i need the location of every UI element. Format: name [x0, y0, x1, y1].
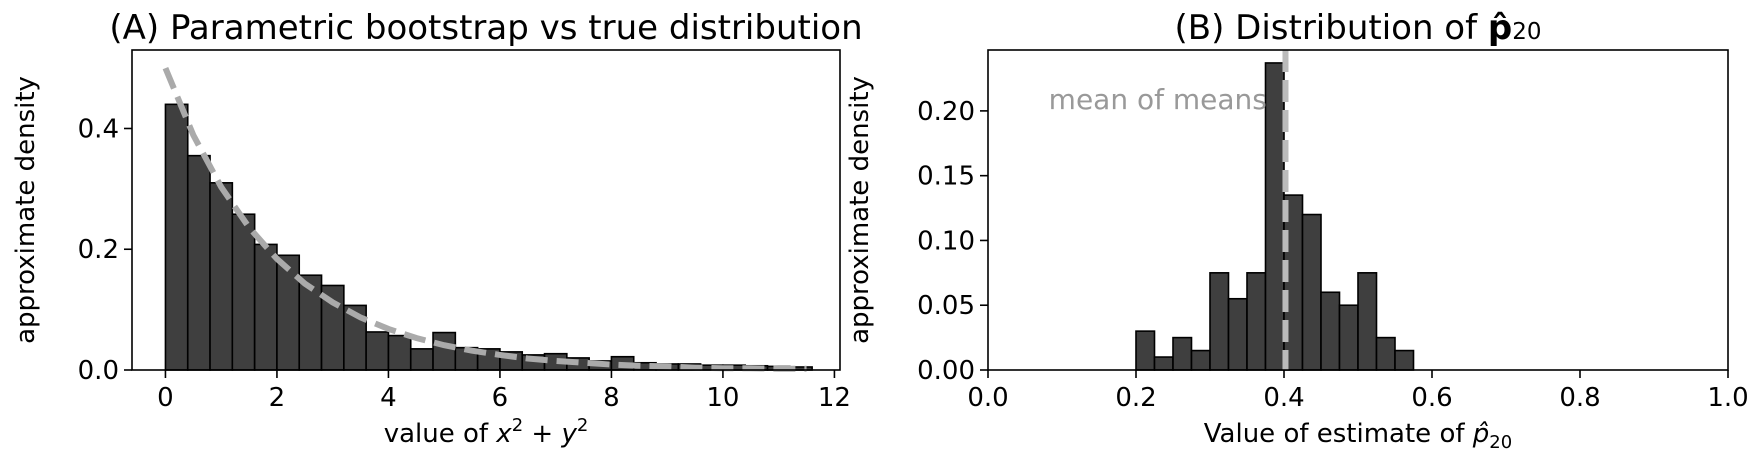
- y-axis-label: approximate density: [11, 76, 41, 344]
- histogram-bar: [1246, 272, 1267, 371]
- histogram-bars: [1135, 62, 1415, 371]
- axes-frame: [131, 49, 841, 371]
- x-tick-label: 0: [157, 383, 174, 413]
- x-tick-label: 10: [706, 383, 739, 413]
- histogram-bar: [432, 331, 457, 371]
- x-axis: 0 2 4 6 8 10 12: [157, 370, 851, 413]
- histogram-bar: [1190, 349, 1211, 371]
- title-text: (B) Distribution of: [1174, 8, 1487, 48]
- y-tick-label: 0.0: [78, 356, 119, 386]
- histogram-bar: [387, 334, 412, 371]
- histogram-bar: [1264, 62, 1285, 371]
- histogram-bar: [276, 254, 301, 371]
- mean-annotation: mean of means: [1049, 83, 1267, 116]
- xlabel-op: +: [523, 419, 561, 449]
- histogram-bar: [1153, 356, 1174, 371]
- x-tick-label: 2: [269, 383, 286, 413]
- xlabel-var: p̂: [1472, 419, 1490, 449]
- xlabel-sup: 2: [577, 415, 588, 436]
- xlabel-sup: 2: [512, 415, 523, 436]
- title-symbol: p̂: [1488, 8, 1512, 48]
- x-tick-label: 4: [380, 383, 397, 413]
- histogram-bar: [1209, 272, 1230, 371]
- title-subscript: 20: [1512, 19, 1541, 45]
- histogram-bar: [409, 348, 434, 371]
- histogram-bar: [1338, 304, 1359, 371]
- x-tick-label: 6: [492, 383, 509, 413]
- x-axis-label: value of x2 + y2: [384, 415, 589, 449]
- x-tick-label: 0.4: [1263, 383, 1304, 413]
- histogram-bar: [1375, 336, 1396, 371]
- xlabel-text: value of: [384, 419, 497, 449]
- histogram-bar: [365, 331, 390, 371]
- x-tick-label: 12: [818, 383, 851, 413]
- histogram-bar: [1301, 213, 1322, 371]
- y-tick-label: 0.20: [917, 97, 975, 127]
- xlabel-var: y: [560, 419, 577, 449]
- y-axis-label: approximate density: [845, 76, 875, 344]
- histogram-bar: [253, 243, 278, 371]
- y-tick-label: 0.10: [917, 226, 975, 256]
- histogram-bar: [209, 182, 234, 371]
- chart-a: 0 2 4 6 8 10 12 0.0 0.2 0.4 (A) Parametric bootstr…: [11, 8, 863, 449]
- true-density-curve: [162, 66, 807, 372]
- chart-title: (A) Parametric bootstrap vs true distrib…: [109, 8, 862, 48]
- histogram-bar: [1394, 349, 1415, 371]
- xlabel-sub: 20: [1489, 432, 1512, 453]
- x-tick-label: 0.0: [967, 383, 1008, 413]
- histogram-bar: [1227, 297, 1248, 371]
- x-tick-label: 0.8: [1559, 383, 1600, 413]
- x-axis: 0.0 0.2 0.4 0.6 0.8 1.0: [967, 370, 1749, 413]
- x-tick-label: 1.0: [1707, 383, 1748, 413]
- histogram-bar: [1357, 272, 1378, 371]
- y-tick-label: 0.00: [917, 356, 975, 386]
- x-tick-label: 0.6: [1411, 383, 1452, 413]
- y-tick-label: 0.4: [78, 114, 119, 144]
- histogram-bar: [231, 213, 256, 371]
- y-axis: 0.0 0.2 0.4: [78, 114, 132, 386]
- histogram-bar: [1320, 291, 1341, 371]
- y-tick-label: 0.15: [917, 162, 975, 192]
- y-tick-label: 0.2: [78, 235, 119, 265]
- histogram-bar: [164, 103, 189, 371]
- y-axis: 0.00 0.05 0.10 0.15 0.20: [917, 97, 988, 386]
- chart-title: (B) Distribution of p̂20: [1174, 8, 1541, 48]
- x-axis-label: Value of estimate of p̂20: [1204, 419, 1512, 453]
- histogram-bar: [186, 154, 211, 371]
- xlabel-text: Value of estimate of: [1204, 419, 1473, 449]
- histogram-bars: [164, 103, 813, 371]
- histogram-bar: [1135, 330, 1156, 371]
- y-tick-label: 0.05: [917, 291, 975, 321]
- x-tick-label: 8: [603, 383, 620, 413]
- histogram-bar: [1172, 336, 1193, 371]
- x-tick-label: 0.2: [1115, 383, 1156, 413]
- axes-frame: [987, 49, 1729, 371]
- xlabel-var: x: [495, 419, 512, 449]
